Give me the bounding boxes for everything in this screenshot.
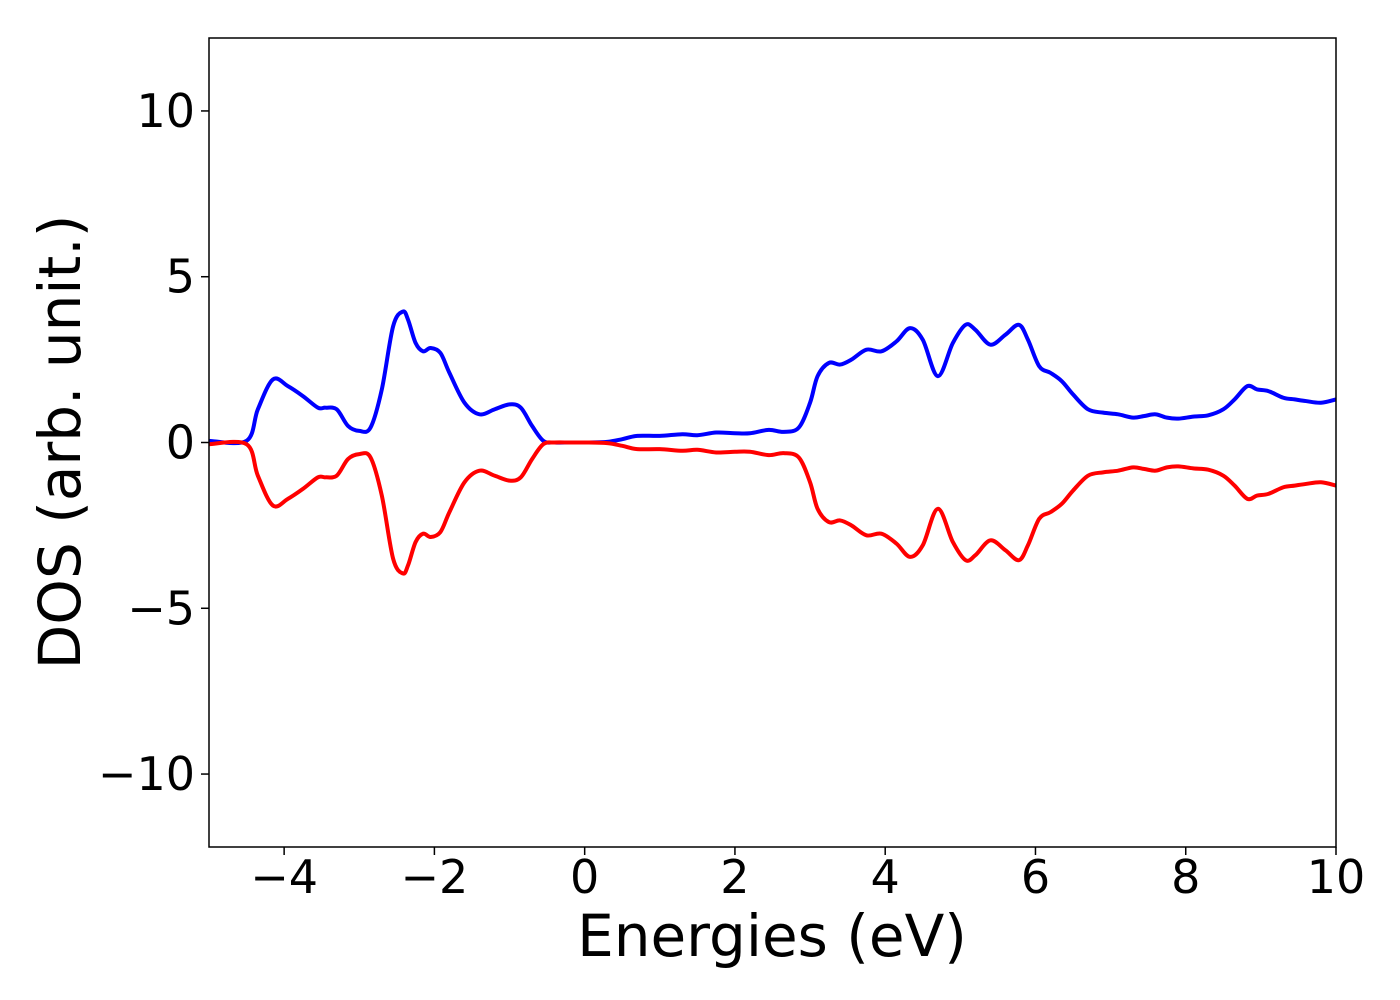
- y-tick-label: −10: [98, 747, 195, 801]
- y-axis: −10 −5 0 5 10: [98, 84, 209, 801]
- y-tick-label: −5: [127, 581, 195, 635]
- series-line-0: [209, 309, 1336, 446]
- y-axis-label: DOS (arb. unit.): [26, 215, 94, 670]
- series-layer: [209, 309, 1336, 576]
- plot-frame: [208, 37, 1337, 848]
- x-tick-label: 2: [720, 850, 749, 904]
- x-tick-label: −4: [250, 850, 318, 904]
- series-line-1: [209, 439, 1336, 576]
- y-tick-label: 0: [166, 416, 195, 470]
- x-tick-label: −2: [400, 850, 468, 904]
- x-tick-label: 8: [1171, 850, 1200, 904]
- y-tick-label: 5: [166, 250, 195, 304]
- x-tick-label: 6: [1021, 850, 1050, 904]
- x-tick-label: 10: [1307, 850, 1366, 904]
- x-tick-label: 4: [871, 850, 900, 904]
- x-axis-label: Energies (eV): [577, 902, 967, 970]
- x-axis: −4 −2 0 2 4 6 8 10: [250, 847, 1365, 904]
- x-tick-label: 0: [570, 850, 599, 904]
- y-tick-label: 10: [136, 84, 195, 138]
